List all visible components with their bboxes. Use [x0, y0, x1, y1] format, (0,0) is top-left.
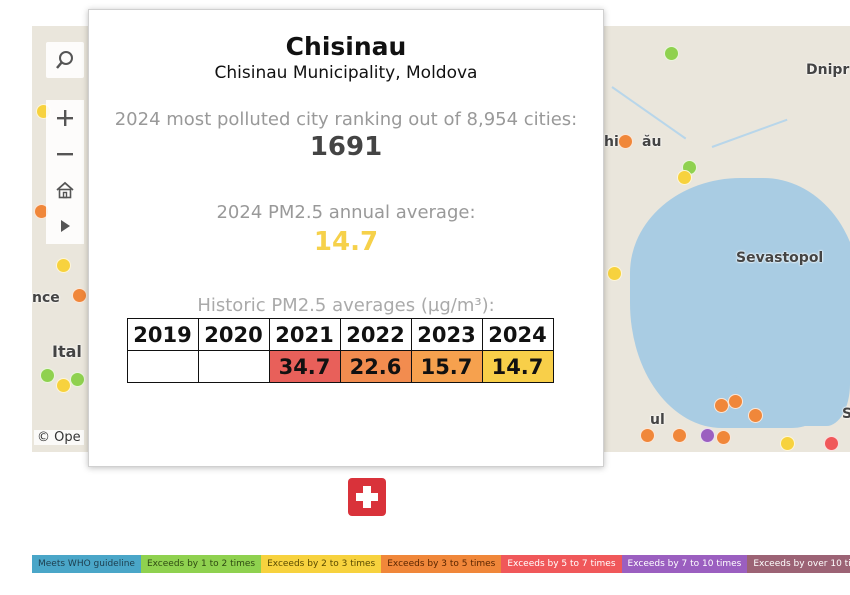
city-dot[interactable]: [40, 368, 55, 383]
value-cell: [126, 350, 199, 383]
legend-item: Meets WHO guideline: [32, 555, 141, 573]
city-dot[interactable]: [824, 436, 839, 451]
annual-average-label: 2024 PM2.5 annual average:: [216, 202, 476, 223]
river: [711, 118, 788, 148]
year-cell: 2022: [339, 318, 412, 351]
plus-icon[interactable]: [46, 100, 84, 136]
map-label-italy: Ital: [52, 342, 82, 361]
year-cell: 2024: [481, 318, 554, 351]
river: [611, 86, 687, 140]
play-icon[interactable]: [46, 208, 84, 244]
value-cell: [197, 350, 270, 383]
city-dot[interactable]: [56, 378, 71, 393]
city-dot[interactable]: [607, 266, 622, 281]
map-label-chisinau-right: ău: [642, 134, 662, 150]
city-region: Chisinau Municipality, Moldova: [214, 63, 478, 83]
map-label-dnipro: Dnipr: [806, 62, 850, 78]
city-dot[interactable]: [714, 398, 729, 413]
ranking-value: 1691: [309, 132, 383, 162]
year-cell: 2019: [126, 318, 199, 351]
legend-item: Exceeds by 3 to 5 times: [381, 555, 502, 573]
city-dot[interactable]: [700, 428, 715, 443]
historic-averages-table: 2019 2020 2021 2022 2023 2024 34.7 22.6 …: [126, 318, 554, 383]
legend-item: Exceeds by 7 to 10 times: [621, 555, 748, 573]
value-cell: 15.7: [410, 350, 483, 383]
city-dot[interactable]: [72, 288, 87, 303]
year-cell: 2021: [268, 318, 341, 351]
black-sea-east: [732, 216, 850, 426]
map-attribution[interactable]: © Ope: [34, 430, 84, 445]
value-cell: 22.6: [339, 350, 412, 383]
home-icon[interactable]: [46, 172, 84, 208]
table-values-row: 34.7 22.6 15.7 14.7: [126, 350, 554, 383]
city-dot[interactable]: [748, 408, 763, 423]
search-icon[interactable]: [46, 42, 84, 78]
year-cell: 2023: [410, 318, 483, 351]
value-cell: 14.7: [481, 350, 554, 383]
historic-averages-label: Historic PM2.5 averages (µg/m³):: [197, 295, 495, 316]
minus-icon[interactable]: [46, 136, 84, 172]
color-legend: Meets WHO guideline Exceeds by 1 to 2 tim…: [32, 555, 850, 573]
year-cell: 2020: [197, 318, 270, 351]
city-dot[interactable]: [664, 46, 679, 61]
city-dot[interactable]: [780, 436, 795, 451]
map-label-edge: S: [842, 406, 850, 422]
map-label-france: nce: [32, 290, 60, 306]
legend-item: Exceeds by 2 to 3 times: [261, 555, 382, 573]
ranking-label: 2024 most polluted city ranking out of 8…: [114, 109, 578, 130]
city-dot[interactable]: [728, 394, 743, 409]
map-label-chisinau-left: hi: [604, 134, 619, 150]
legend-item: Exceeds by over 10 times: [747, 555, 850, 573]
city-name: Chisinau: [285, 32, 407, 61]
city-tooltip: Chisinau Chisinau Municipality, Moldova …: [88, 9, 604, 467]
city-dot[interactable]: [70, 372, 85, 387]
city-dot[interactable]: [56, 258, 71, 273]
map-label-sevastopol: Sevastopol: [736, 250, 824, 266]
table-header-row: 2019 2020 2021 2022 2023 2024: [126, 318, 554, 351]
map-label-istanbul: ul: [650, 412, 665, 428]
annual-average-value: 14.7: [313, 227, 379, 257]
city-dot-chisinau[interactable]: [618, 134, 633, 149]
plus-cross-icon[interactable]: [348, 478, 386, 516]
legend-item: Exceeds by 1 to 2 times: [140, 555, 262, 573]
city-dot[interactable]: [672, 428, 687, 443]
city-dot[interactable]: [677, 170, 692, 185]
map-toolbar: [46, 42, 84, 244]
city-dot[interactable]: [716, 430, 731, 445]
city-dot[interactable]: [640, 428, 655, 443]
legend-item: Exceeds by 5 to 7 times: [501, 555, 622, 573]
value-cell: 34.7: [268, 350, 341, 383]
